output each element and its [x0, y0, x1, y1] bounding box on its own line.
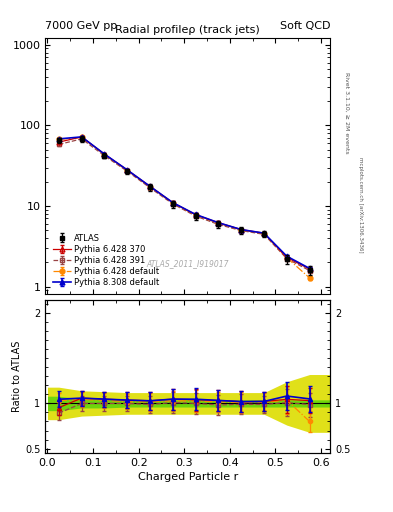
Text: 7000 GeV pp: 7000 GeV pp — [45, 20, 118, 31]
Text: ATLAS_2011_I919017: ATLAS_2011_I919017 — [147, 259, 229, 268]
X-axis label: Charged Particle r: Charged Particle r — [138, 472, 238, 482]
Text: Soft QCD: Soft QCD — [280, 20, 330, 31]
Legend: ATLAS, Pythia 6.428 370, Pythia 6.428 391, Pythia 6.428 default, Pythia 8.308 de: ATLAS, Pythia 6.428 370, Pythia 6.428 39… — [50, 230, 163, 290]
Text: Rivet 3.1.10, ≥ 2M events: Rivet 3.1.10, ≥ 2M events — [344, 72, 349, 154]
Y-axis label: Ratio to ATLAS: Ratio to ATLAS — [12, 340, 22, 412]
Title: Radial profileρ (track jets): Radial profileρ (track jets) — [115, 25, 260, 35]
Text: mcplots.cern.ch [arXiv:1306.3436]: mcplots.cern.ch [arXiv:1306.3436] — [358, 157, 363, 252]
